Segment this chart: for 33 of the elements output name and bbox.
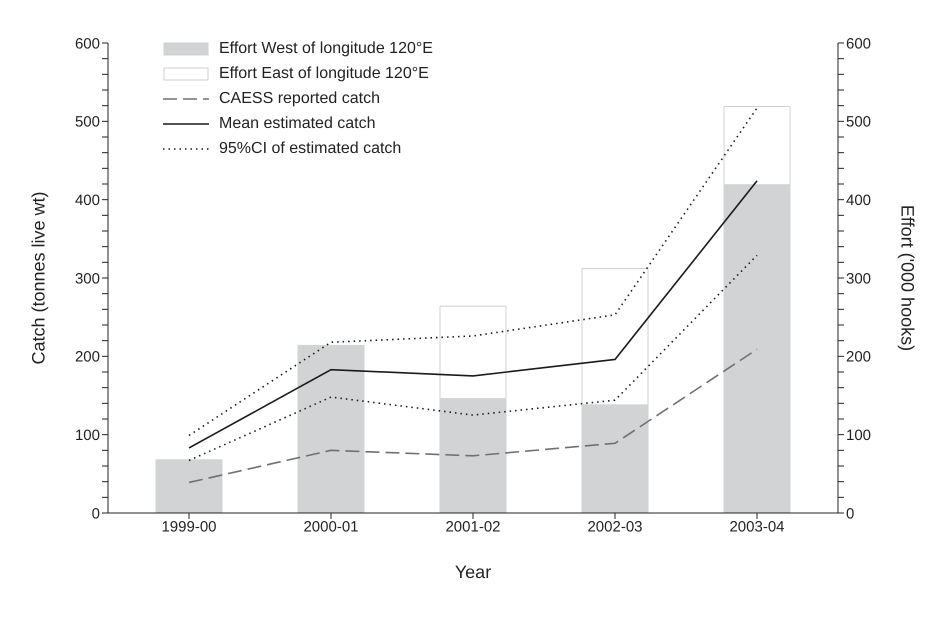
legend-label: Effort West of longitude 120°E (219, 40, 433, 58)
y-tick-label: 400 (74, 192, 100, 209)
x-tick-label: 2000-01 (303, 518, 359, 536)
y2-tick-label: 200 (846, 348, 872, 366)
y2-tick-label: 100 (846, 426, 872, 444)
y-tick-label: 300 (74, 270, 100, 288)
legend-label: Effort East of longitude 120°E (219, 64, 429, 82)
y-tick-label: 100 (74, 426, 100, 444)
y-tick-label: 0 (92, 505, 100, 522)
bar (156, 459, 222, 513)
y2-tick-label: 0 (846, 505, 854, 522)
x-tick-label: 2001-02 (445, 518, 501, 536)
y-axis-title: Catch (tonnes live wt) (28, 191, 48, 365)
y2-axis-title: Effort ('000 hooks) (898, 204, 918, 352)
y2-tick-label: 400 (846, 192, 872, 209)
y-tick-label: 600 (74, 35, 100, 52)
line-series (188, 348, 758, 484)
x-tick-label: 1999-00 (161, 518, 217, 536)
y-tick-label: 500 (74, 114, 100, 131)
x-axis-title: Year (454, 562, 492, 582)
legend-label: 95%CI of estimated catch (219, 140, 402, 158)
line-series (188, 107, 758, 436)
legend-label: CAESS reported catch (219, 90, 380, 108)
y-tick-label: 200 (74, 348, 100, 366)
y2-tick-label: 300 (846, 270, 872, 288)
bar (298, 344, 364, 513)
y2-tick-label: 500 (846, 114, 872, 131)
line-series (188, 254, 758, 462)
x-tick-label: 2002-03 (587, 518, 643, 536)
legend-label: Mean estimated catch (219, 114, 376, 132)
line-series (188, 180, 758, 449)
y2-tick-label: 600 (846, 35, 872, 52)
x-tick-label: 2003-04 (729, 518, 785, 536)
